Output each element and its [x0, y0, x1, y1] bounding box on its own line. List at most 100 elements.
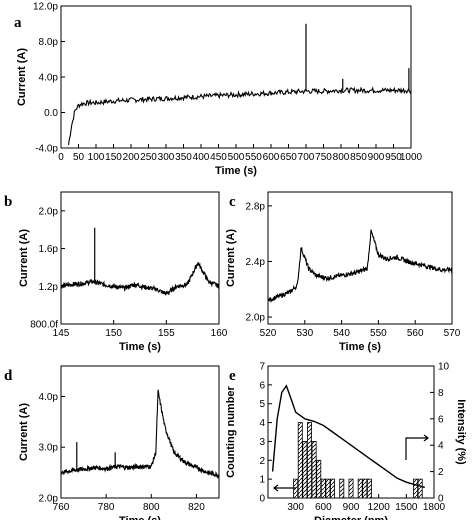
x-tick-label: 540 [333, 328, 350, 339]
panel-label-a: a [14, 15, 22, 31]
y2-tick-label: 0 [438, 494, 444, 505]
y2-tick-label: 4 [438, 441, 444, 452]
y-tick-label: 4.0p [39, 73, 59, 84]
x-tick-label: 0 [58, 152, 64, 163]
histogram-bar [417, 478, 423, 499]
histogram-bar [311, 441, 317, 499]
plot-frame-b [60, 191, 220, 325]
histogram-bar [325, 478, 331, 499]
y-tick-label: 4 [259, 418, 265, 429]
x-tick-label: 850 [350, 152, 367, 163]
x-tick-label: 820 [188, 502, 205, 513]
y-tick-label: 7 [259, 362, 265, 373]
y-tick-label: 4.0p [39, 392, 59, 403]
y2-tick-label: 6 [438, 414, 444, 425]
x-tick-label: 900 [343, 502, 360, 513]
y2-tick-label: 2 [438, 467, 444, 478]
trace-line-a [67, 86, 412, 145]
histogram-bar [307, 422, 312, 499]
histogram-bar [357, 478, 363, 499]
x-axis-label: Time (s) [339, 341, 381, 353]
plot-frame-a [60, 5, 412, 149]
y-axis-label: Counting number [225, 385, 237, 477]
y-tick-label: 8.0p [39, 37, 59, 48]
x-tick-label: 1000 [400, 152, 423, 163]
x-tick-label: 650 [280, 152, 297, 163]
y-tick-label: 1 [259, 475, 265, 486]
y2-tick-label: 10 [438, 362, 450, 373]
x-tick-label: 570 [444, 328, 461, 339]
histogram-bar [316, 459, 322, 499]
plot-frame-d [60, 365, 220, 499]
x-tick-label: 550 [370, 328, 387, 339]
x-tick-label: 450 [210, 152, 227, 163]
trace-line-c [267, 229, 453, 304]
panel-label-b: b [4, 194, 12, 210]
x-tick-label: 560 [407, 328, 424, 339]
y-tick-label: 2.0p [39, 206, 59, 217]
x-tick-label: 250 [140, 152, 157, 163]
x-tick-label: 155 [158, 328, 175, 339]
x-tick-label: 950 [385, 152, 402, 163]
panel-label-d: d [4, 368, 13, 384]
y-tick-label: 0 [259, 494, 265, 505]
x-tick-label: 900 [368, 152, 385, 163]
y-tick-label: 2.8p [246, 201, 266, 212]
x-tick-label: 800 [333, 152, 350, 163]
x-tick-label: 160 [211, 328, 228, 339]
x-tick-label: 1800 [423, 502, 446, 513]
histogram-bar [330, 478, 336, 499]
y-tick-label: 2 [259, 456, 265, 467]
histogram-bar [348, 478, 354, 499]
trace-line-d [60, 389, 220, 479]
trace-line-b [60, 262, 220, 296]
y-tick-label: 5 [259, 399, 265, 410]
x-tick-label: 200 [123, 152, 140, 163]
x-tick-label: 600 [263, 152, 280, 163]
y-axis-label: Current (A) [18, 229, 30, 287]
y-tick-label: 0.0 [44, 108, 58, 119]
y2-axis-label: Intensity (%) [455, 399, 467, 465]
y-tick-label: 1.6p [39, 244, 59, 255]
x-axis-label: Time (s) [119, 515, 161, 520]
histogram-bar [413, 478, 419, 499]
y2-tick-label: 8 [438, 388, 444, 399]
x-axis-label: Time (s) [215, 165, 257, 177]
histogram-bar [362, 478, 368, 499]
x-axis-label: Diameter (nm) [314, 515, 388, 520]
y-tick-label: 2.0p [39, 494, 59, 505]
plot-frame-e [267, 365, 435, 499]
left-axis-arrow [273, 484, 296, 492]
x-tick-label: 530 [296, 328, 313, 339]
intensity-curve [271, 384, 425, 489]
histogram-bar [339, 478, 345, 499]
x-tick-label: 50 [73, 152, 85, 163]
x-tick-label: 145 [53, 328, 70, 339]
histogram-bar [297, 422, 303, 499]
x-tick-label: 800 [143, 502, 160, 513]
y-tick-label: 3 [259, 437, 265, 448]
y-axis-label: Current (A) [18, 403, 30, 461]
y-tick-label: -4.0p [35, 144, 58, 155]
x-tick-label: 350 [175, 152, 192, 163]
y-axis-label: Current (A) [225, 229, 237, 287]
x-tick-label: 520 [260, 328, 277, 339]
x-tick-label: 150 [105, 152, 122, 163]
x-tick-label: 750 [315, 152, 332, 163]
x-tick-label: 300 [158, 152, 175, 163]
x-tick-label: 150 [105, 328, 122, 339]
y-tick-label: 2.0p [246, 313, 266, 324]
x-tick-label: 400 [193, 152, 210, 163]
x-tick-label: 600 [315, 502, 332, 513]
y-axis-label: Current (A) [16, 48, 28, 106]
plot-frame-c [267, 191, 453, 325]
x-tick-label: 780 [98, 502, 115, 513]
x-tick-label: 550 [245, 152, 262, 163]
y-tick-label: 12.0p [33, 2, 58, 13]
y-tick-label: 1.2p [39, 282, 59, 293]
panel-label-e: e [229, 368, 236, 384]
panel-label-c: c [229, 194, 236, 210]
x-axis-label: Time (s) [119, 341, 161, 353]
histogram-bar [366, 478, 372, 499]
